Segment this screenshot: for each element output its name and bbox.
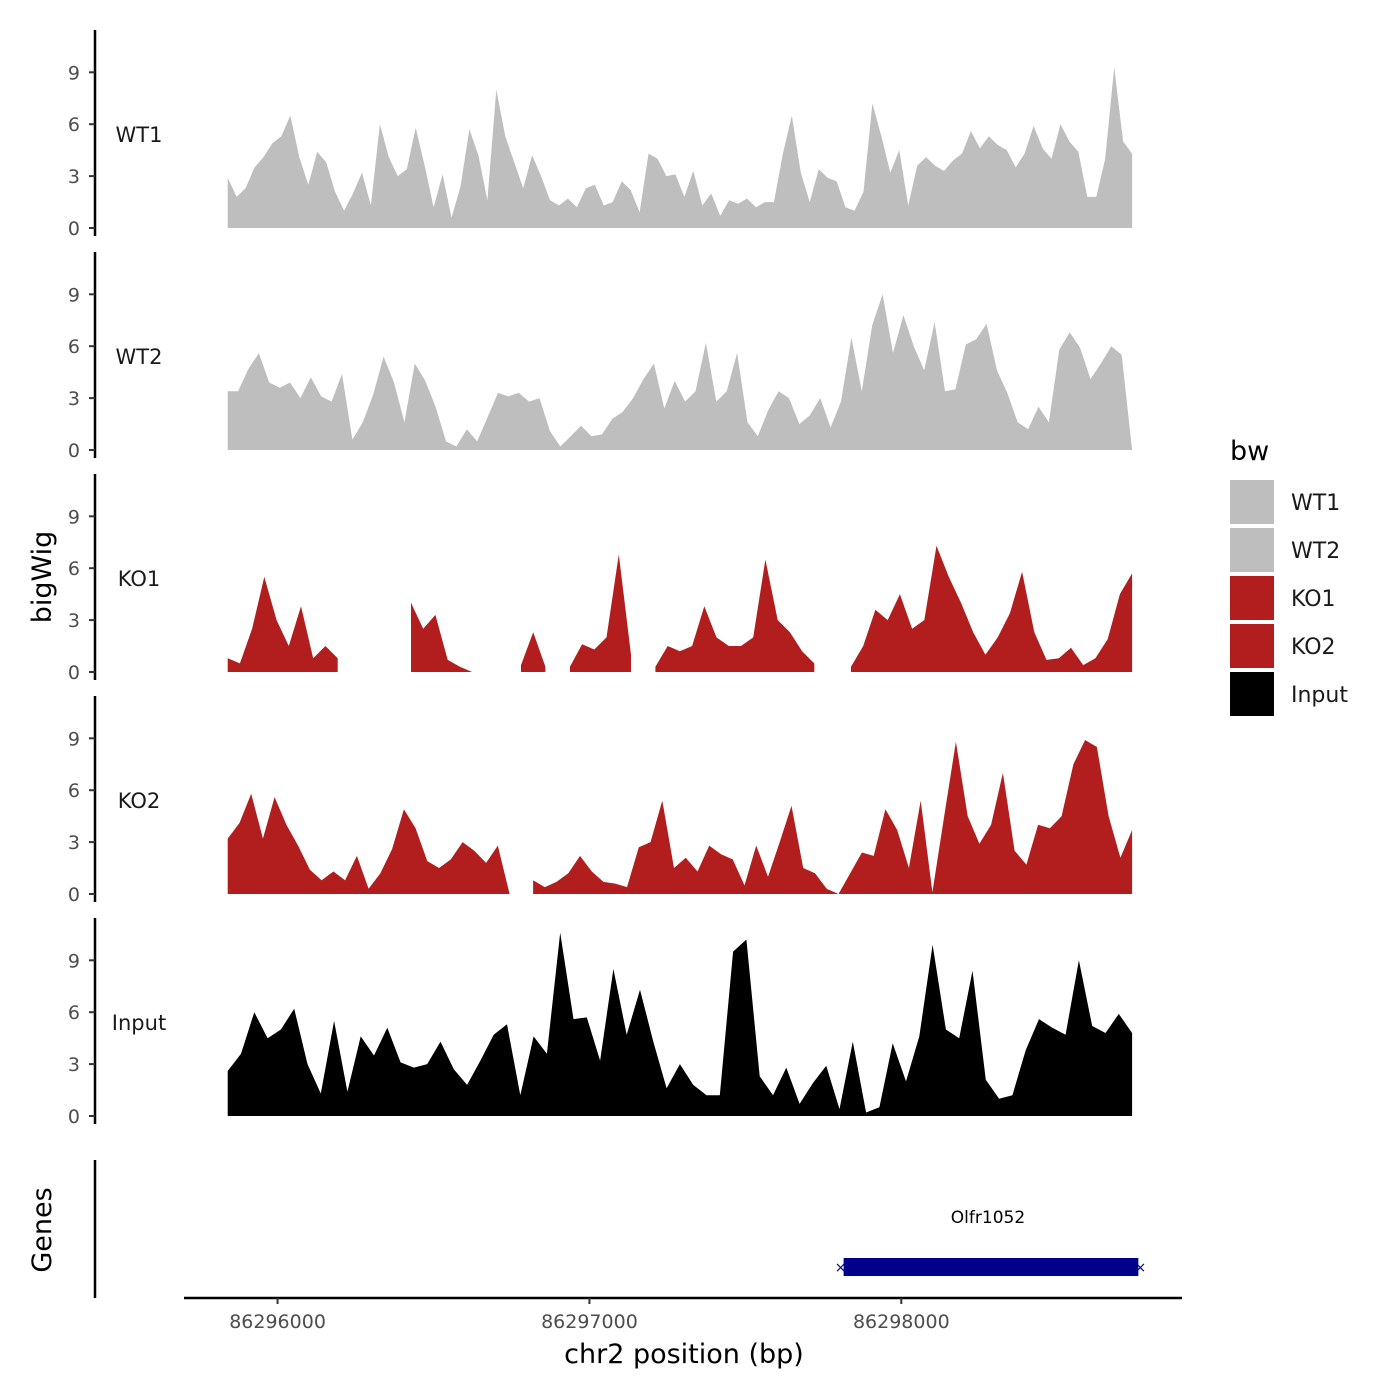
coverage-area-Input: [227, 932, 1133, 1116]
y-tick-label: 0: [68, 1106, 80, 1128]
x-tick-label: 86298000: [853, 1311, 950, 1333]
coverage-area-KO2: [533, 740, 1133, 894]
coverage-area-KO2: [227, 793, 510, 894]
y-tick-label: 9: [68, 950, 80, 972]
track-KO1: 0 3 6 9 KO1: [68, 474, 1133, 684]
legend-label-KO2: KO2: [1291, 635, 1336, 660]
legend-swatch-KO2: [1230, 624, 1274, 668]
coverage-area-KO1: [521, 632, 546, 672]
y-tick-label: 3: [68, 166, 80, 188]
y-axis-title: bigWig: [27, 531, 58, 624]
legend-label-WT1: WT1: [1291, 491, 1340, 516]
legend-title: bw: [1230, 436, 1269, 467]
track-Input: 0 3 6 9 Input: [68, 918, 1133, 1128]
coverage-area-KO1: [227, 576, 338, 672]
y-tick-label: 6: [68, 780, 80, 802]
coverage-area-WT1: [227, 67, 1133, 228]
legend-label-WT2: WT2: [1291, 539, 1340, 564]
track-label: KO1: [118, 567, 161, 591]
y-tick-label: 0: [68, 884, 80, 906]
y-tick-label: 3: [68, 1054, 80, 1076]
y-tick-label: 9: [68, 62, 80, 84]
y-tick-label: 6: [68, 114, 80, 136]
genes-axis-title: Genes: [27, 1187, 58, 1272]
legend: bw WT1 WT2 KO1 KO2 Input: [1230, 436, 1348, 716]
track-KO2: 0 3 6 9 KO2: [68, 696, 1133, 906]
y-tick-label: 0: [68, 218, 80, 240]
legend-swatch-Input: [1230, 672, 1274, 716]
track-label: WT2: [116, 345, 163, 369]
track-label: Input: [112, 1011, 166, 1035]
y-tick-label: 3: [68, 832, 80, 854]
track-WT2: 0 3 6 9 WT2: [68, 252, 1133, 462]
y-tick-label: 9: [68, 506, 80, 528]
gene-start-marker: ×: [835, 1260, 847, 1276]
legend-swatch-WT1: [1230, 480, 1274, 524]
y-tick-label: 0: [68, 440, 80, 462]
x-tick-label: 86297000: [541, 1311, 638, 1333]
coverage-area-KO1: [569, 554, 631, 672]
coverage-area-KO1: [851, 545, 1133, 672]
y-tick-label: 3: [68, 388, 80, 410]
legend-swatch-KO1: [1230, 576, 1274, 620]
x-axis-title: chr2 position (bp): [564, 1339, 804, 1370]
gene-end-marker: ×: [1134, 1260, 1146, 1276]
coverage-area-KO1: [655, 559, 815, 672]
y-tick-label: 9: [68, 284, 80, 306]
track-WT1: 0 3 6 9 WT1: [68, 30, 1133, 240]
y-tick-label: 9: [68, 728, 80, 750]
coverage-tracks: 0 3 6 9 WT1 0 3 6 9 WT2 0 3 6 9 KO1 0 3 6 9 KO2 0 3 6 9 Input: [68, 30, 1133, 1128]
y-tick-label: 6: [68, 336, 80, 358]
genes-panel: × × Olfr1052: [93, 1160, 1146, 1298]
x-tick-label: 86296000: [229, 1311, 326, 1333]
track-label: WT1: [116, 123, 163, 147]
legend-swatch-WT2: [1230, 528, 1274, 572]
y-tick-label: 0: [68, 662, 80, 684]
legend-label-Input: Input: [1291, 683, 1348, 708]
legend-label-KO1: KO1: [1291, 587, 1336, 612]
coverage-area-KO1: [411, 602, 473, 672]
coverage-area-WT2: [227, 294, 1133, 450]
track-label: KO2: [118, 789, 161, 813]
y-tick-label: 6: [68, 1002, 80, 1024]
gene-bar: [843, 1258, 1139, 1276]
x-axis: 86296000 86297000 86298000: [184, 1296, 1182, 1333]
y-tick-label: 6: [68, 558, 80, 580]
y-tick-label: 3: [68, 610, 80, 632]
gene-label: Olfr1052: [951, 1208, 1025, 1228]
